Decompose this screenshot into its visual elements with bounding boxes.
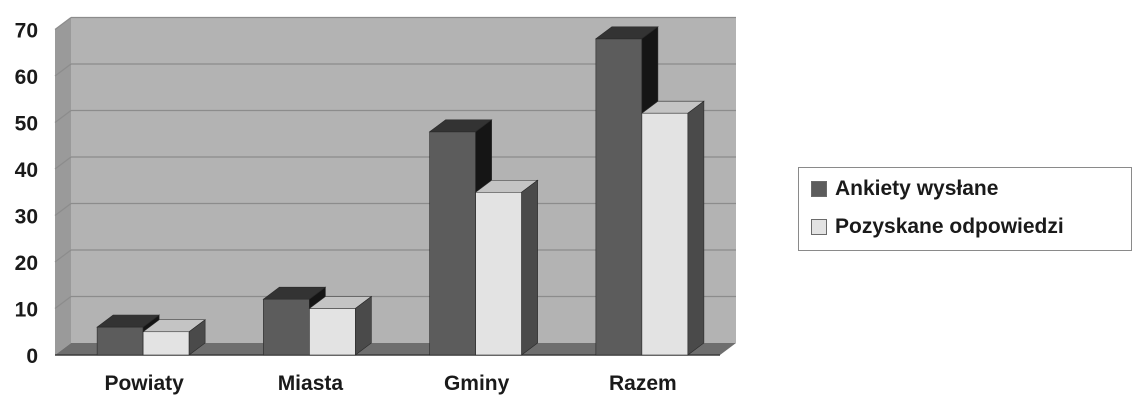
y-tick-label: 0 (26, 345, 38, 368)
y-tick-label: 20 (15, 252, 38, 275)
gridline-side (54, 296, 72, 309)
gridline-side (54, 203, 72, 216)
bar-1-1 (308, 295, 373, 356)
legend-item-series-0: Ankiety wysłane (811, 174, 998, 204)
legend: Ankiety wysłane Pozyskane odpowiedzi (798, 167, 1132, 251)
gridline-side (54, 17, 72, 30)
bar-1-3 (640, 100, 705, 356)
gridline-side (54, 63, 72, 77)
legend-label-series-1: Pozyskane odpowiedzi (835, 215, 1064, 238)
plot-floor (55, 343, 736, 355)
legend-label-series-0: Ankiety wysłane (835, 177, 999, 200)
gridline-side (54, 249, 72, 263)
x-tick-label-1: Miasta (278, 372, 344, 395)
gridline-side (54, 110, 72, 123)
legend-swatch-series-0 (811, 181, 827, 197)
y-tick-label: 10 (15, 299, 38, 322)
plot-side-wall (55, 17, 71, 355)
legend-swatch-series-1 (811, 219, 827, 235)
bar-1-0 (142, 319, 207, 356)
x-tick-label-0: Powiaty (104, 372, 184, 395)
gridline-side (54, 156, 72, 170)
y-tick-label: 60 (15, 66, 38, 89)
legend-item-series-1: Pozyskane odpowiedzi (811, 212, 1064, 242)
y-tick-label: 50 (15, 113, 38, 136)
x-tick-label-3: Razem (609, 372, 677, 395)
x-tick-label-2: Gminy (444, 372, 510, 395)
bar-1-2 (474, 179, 539, 356)
y-tick-label: 30 (15, 206, 38, 229)
y-tick-label: 40 (15, 159, 38, 182)
y-tick-label: 70 (15, 20, 38, 43)
